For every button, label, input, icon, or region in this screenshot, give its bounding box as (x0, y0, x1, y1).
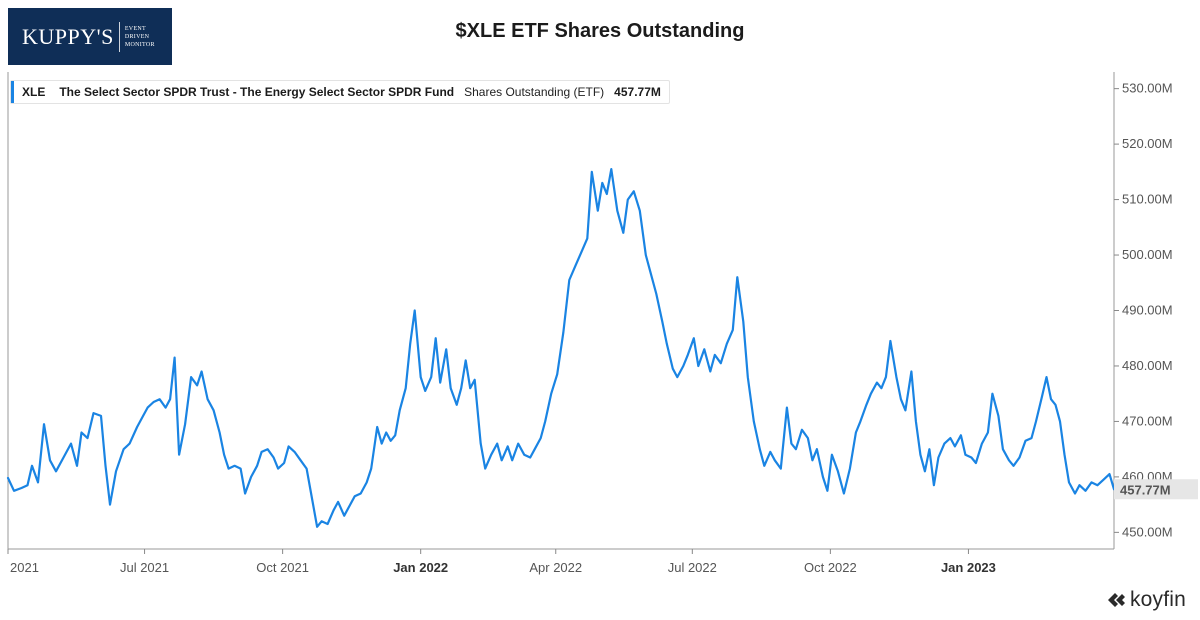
plot-frame (7, 72, 1115, 550)
logo-tagline: EVENT DRIVEN MONITOR (125, 25, 155, 49)
logo-tagline-line: EVENT (124, 25, 147, 32)
y-tick-label: 480.00M (1122, 358, 1173, 373)
logo-tagline-line: MONITOR (124, 41, 155, 48)
x-tick-label: Apr 2022 (529, 560, 582, 575)
last-value-marker: 457.77M (1114, 479, 1198, 500)
y-tick-label: 500.00M (1122, 247, 1173, 262)
koyfin-wordmark: koyfin (1129, 588, 1186, 611)
y-tick-label: 520.00M (1122, 136, 1173, 151)
series-layer (6, 168, 1116, 528)
x-axis: 2021 Jul 2021 Oct 2021 Jan 2022 Apr 2022 Jul … (7, 549, 996, 575)
y-tick-label: 450.00M (1122, 524, 1173, 539)
koyfin-logo-icon (1107, 593, 1125, 607)
logo-divider (118, 21, 120, 52)
legend-ticker: XLE (22, 85, 46, 99)
last-value-label: 457.77M (1120, 482, 1171, 497)
y-tick-label: 470.00M (1122, 413, 1173, 428)
y-tick-label: 490.00M (1122, 303, 1173, 318)
chart-legend[interactable]: XLE The Select Sector SPDR Trust - The E… (10, 80, 670, 104)
x-tick-label: Jan 2023 (941, 560, 996, 575)
y-tick-label: 510.00M (1122, 192, 1173, 207)
last-value-box (1114, 479, 1198, 500)
page-title: $XLE ETF Shares Outstanding (455, 20, 745, 42)
x-tick-label: Jan 2022 (393, 560, 448, 575)
x-tick-label: Jul 2022 (668, 560, 717, 575)
legend-metric: Shares Outstanding (ETF) (464, 85, 605, 99)
y-tick-label: 530.00M (1122, 81, 1173, 96)
legend-value: 457.77M (614, 85, 661, 99)
series-line (6, 168, 1116, 528)
koyfin-brand: koyfin (1105, 588, 1186, 612)
kuppys-logo: KUPPY'S EVENT DRIVEN MONITOR (8, 8, 172, 65)
x-tick-label: 2021 (10, 560, 39, 575)
legend-swatch (11, 81, 14, 103)
y-axis: 450.00M460.00M470.00M480.00M490.00M500.0… (1114, 81, 1173, 539)
logo-name: KUPPY'S (22, 23, 114, 49)
x-tick-label: Oct 2022 (804, 560, 857, 575)
x-tick-label: Jul 2021 (120, 560, 169, 575)
legend-fund-name: The Select Sector SPDR Trust - The Energ… (59, 85, 455, 99)
x-tick-label: Oct 2021 (256, 560, 309, 575)
logo-tagline-line: DRIVEN (124, 33, 150, 40)
